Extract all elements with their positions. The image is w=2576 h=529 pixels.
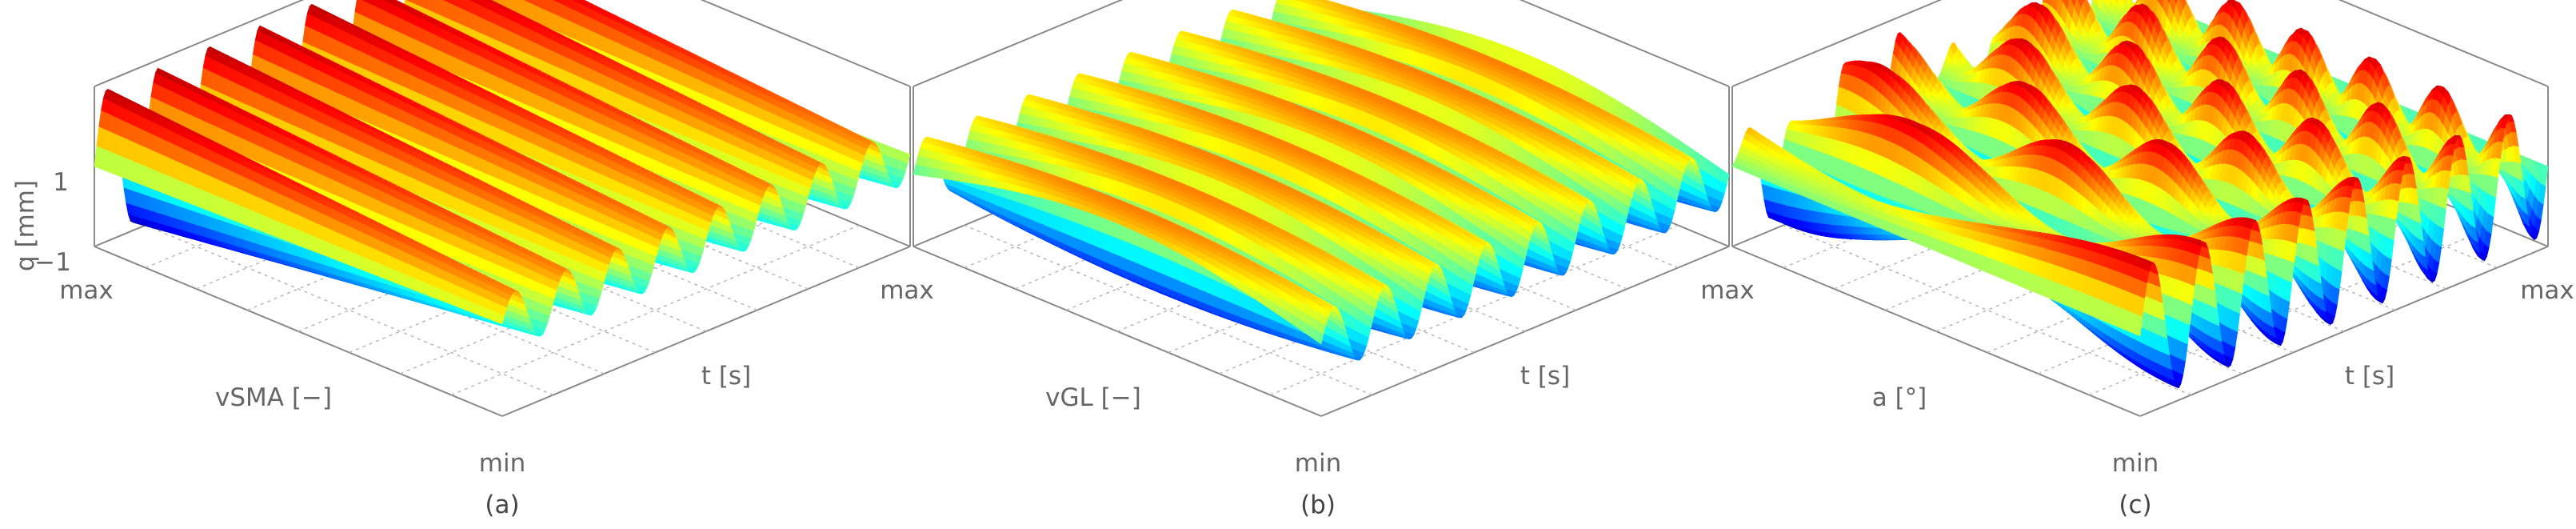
panel-a-grid-line [450, 224, 860, 396]
panel-a-surface-patch [361, 0, 367, 2]
panel-a-box-edge [94, 0, 305, 87]
panel-a-grid-line [145, 224, 554, 396]
panel-a-surface-patch [405, 0, 410, 2]
panel-a-surface [94, 0, 911, 337]
panel-a-box-edge [700, 0, 911, 87]
panel-a: 1 −1 q [mm] max min vSMA [−] t [s] max (… [11, 0, 934, 519]
